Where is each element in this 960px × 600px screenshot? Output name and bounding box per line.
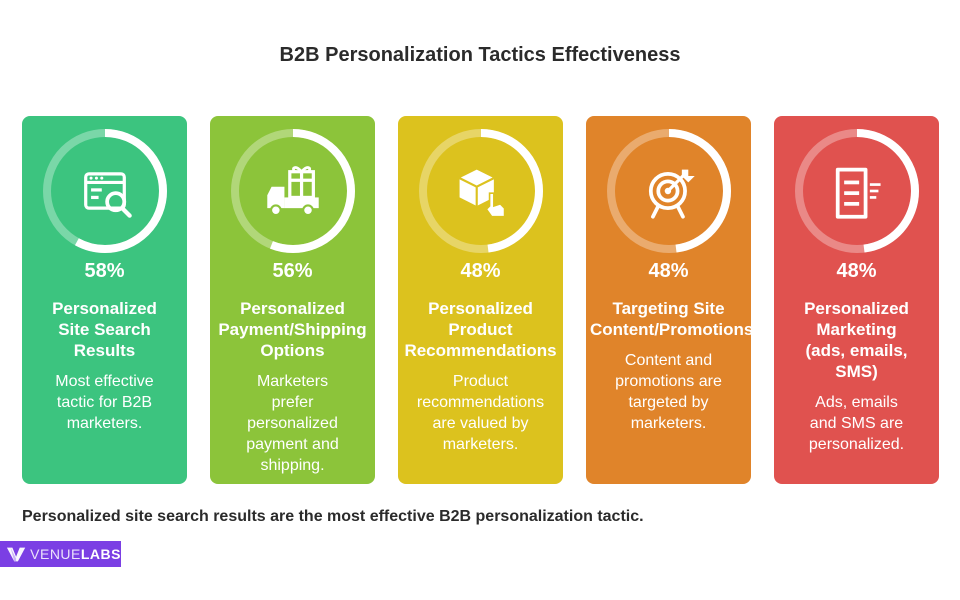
progress-ring <box>602 124 736 258</box>
tactic-label-line: Content/Promotions <box>590 320 754 339</box>
progress-ring-fill <box>795 129 919 253</box>
tactic-description-line: tactic for B2B <box>56 394 153 411</box>
percentage-value: 58% <box>84 260 125 282</box>
tactic-label: Personalized Payment/Shipping Options <box>214 298 371 361</box>
tactic-label-line: Payment/Shipping <box>218 320 367 339</box>
progress-ring <box>226 124 360 258</box>
tactic-description-line: Content and <box>624 352 713 369</box>
logo-text-labs: LABS <box>80 546 121 562</box>
progress-ring <box>414 124 548 258</box>
tactic-description-line: marketers. <box>442 436 519 453</box>
tactic-description: Most effective tactic for B2B marketers. <box>36 371 173 434</box>
venuelabs-logo-text: VENUELABS <box>30 546 121 562</box>
tactic-description-line: personalized <box>247 415 338 432</box>
tactic-label-line: Recommendations <box>404 341 557 360</box>
venuelabs-logo-mark-icon <box>6 547 26 562</box>
tactic-label-line: Personalized <box>52 299 157 318</box>
tactic-label-line: Personalized <box>804 299 909 318</box>
percentage-value: 48% <box>648 260 689 282</box>
tactic-card-personalized-site-search-results: 58% Personalized Site Search Results Most ef… <box>22 116 187 484</box>
tactic-description-line: are valued by <box>432 415 529 432</box>
tactic-description: Ads, emails and SMS are personalized. <box>788 392 925 455</box>
progress-ring <box>790 124 924 258</box>
tactic-description-line: marketers. <box>630 415 707 432</box>
tactic-label: Personalized Site Search Results <box>26 298 183 361</box>
tactic-description: Content and promotions are targeted by mark… <box>600 350 737 434</box>
tactic-label-line: (ads, emails, <box>805 341 908 360</box>
tactic-description-line: targeted by <box>628 394 709 411</box>
tactic-card-personalized-product-recommendations: 48% Personalized Product Recommendations Pro… <box>398 116 563 484</box>
progress-ring-fill <box>419 129 543 253</box>
tactic-description-line: prefer <box>271 394 314 411</box>
summary-caption: Personalized site search results are the… <box>22 508 644 525</box>
tactic-description: Marketers prefer personalized payment and sh… <box>224 371 361 476</box>
tactic-description-line: Marketers <box>256 373 329 390</box>
tactic-label-line: Marketing <box>816 320 897 339</box>
tactic-description-line: shipping. <box>260 457 325 474</box>
tactic-description-line: Most effective <box>55 373 154 390</box>
tactic-description-line: personalized. <box>808 436 905 453</box>
tactic-description-line: payment and <box>246 436 339 453</box>
tactic-description-line: recommendations <box>416 394 545 411</box>
progress-ring-fill <box>43 129 167 253</box>
delivery-truck-gift-icon <box>263 161 323 221</box>
tactic-label-line: Site Search <box>58 320 151 339</box>
tactic-label: Targeting Site Content/Promotions <box>590 298 754 340</box>
tactic-label-line: Product <box>448 320 513 339</box>
tactic-card-targeting-site-content-promotions: 48% Targeting Site Content/Promotions Conte… <box>586 116 754 484</box>
tactic-description: Product recommendations are valued by marke… <box>412 371 549 455</box>
tactic-label-line: Personalized <box>240 299 345 318</box>
tactic-label: Personalized Marketing (ads, emails, SMS) <box>778 298 935 382</box>
chart-title: B2B Personalization Tactics Effectivenes… <box>279 44 681 66</box>
progress-ring-fill <box>231 129 355 253</box>
percentage-value: 48% <box>836 260 877 282</box>
target-icon <box>639 161 699 221</box>
tactic-card-personalized-payment-shipping-options: 56% Personalized Payment/Shipping Options Ma… <box>210 116 375 484</box>
venuelabs-logo: VENUELABS <box>0 541 121 567</box>
tactic-description-line: and SMS are <box>809 415 904 432</box>
logo-text-venue: VENUE <box>30 546 81 562</box>
progress-ring <box>38 124 172 258</box>
tactic-description-line: Ads, emails <box>815 394 898 411</box>
tactic-label-line: Options <box>260 341 325 360</box>
tactic-description-line: marketers. <box>66 415 143 432</box>
tactic-label-line: Personalized <box>428 299 533 318</box>
tactic-label-line: Results <box>73 341 136 360</box>
progress-ring-fill <box>607 129 731 253</box>
tactic-description-line: Product <box>452 373 509 390</box>
tactic-label: Personalized Product Recommendations <box>402 298 559 361</box>
tactic-label-line: Targeting Site <box>612 299 725 318</box>
box-pointer-icon <box>451 161 511 221</box>
document-lines-icon <box>827 161 887 221</box>
search-window-icon <box>75 161 135 221</box>
percentage-value: 56% <box>272 260 313 282</box>
tactic-description-line: promotions are <box>615 373 722 390</box>
percentage-value: 48% <box>460 260 501 282</box>
tactic-card-personalized-marketing-ads-emails-sms: 48% Personalized Marketing (ads, emails, SMS… <box>774 116 939 484</box>
tactic-label-line: SMS) <box>835 362 878 381</box>
